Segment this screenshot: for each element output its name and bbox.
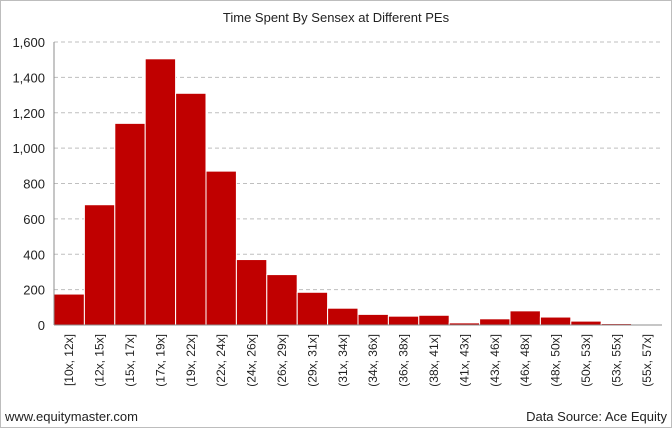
- bar: [235, 259, 268, 326]
- y-tick-label: 800: [23, 177, 45, 192]
- y-tick-label: 1,200: [12, 106, 45, 121]
- bar: [327, 307, 359, 326]
- x-tick-label: (12x, 15x]: [93, 334, 107, 387]
- y-tick-labels: 0 200 400 600 800 1,000 1,200 1,400 1,600: [12, 35, 45, 333]
- x-tick-label: (43x, 46x]: [488, 334, 502, 387]
- x-tick-label: (55x, 57x]: [640, 334, 654, 387]
- y-tick-label: 600: [23, 212, 45, 227]
- chart-title: Time Spent By Sensex at Different PEs: [223, 10, 450, 25]
- x-tick-label: (50x, 53x]: [579, 334, 593, 387]
- x-tick-label: (41x, 43x]: [457, 334, 471, 387]
- bar: [509, 310, 541, 326]
- bar: [114, 122, 146, 326]
- x-tick-label: (19x, 22x]: [184, 334, 198, 387]
- y-tick-label: 0: [38, 318, 45, 333]
- x-tick-label: (53x, 55x]: [609, 334, 623, 387]
- bar: [144, 58, 177, 326]
- x-tick-label: (22x, 24x]: [214, 334, 228, 387]
- y-tick-label: 1,600: [12, 35, 45, 50]
- y-tick-label: 1,400: [12, 70, 45, 85]
- x-tick-label: (31x, 34x]: [336, 334, 350, 387]
- bar: [296, 291, 329, 326]
- footer-data-source: Data Source: Ace Equity: [526, 409, 667, 424]
- x-tick-label: (38x, 41x]: [427, 334, 441, 387]
- axes: [53, 42, 662, 326]
- bar: [266, 274, 298, 326]
- x-tick-label: (29x, 31x]: [305, 334, 319, 387]
- x-tick-label: (48x, 50x]: [549, 334, 563, 387]
- bars: [53, 58, 663, 326]
- bar: [418, 314, 450, 326]
- bar: [387, 315, 420, 326]
- x-tick-label: (46x, 48x]: [518, 334, 532, 387]
- bar: [357, 313, 389, 326]
- x-tick-labels: [10x, 12x] (12x, 15x] (15x, 17x] (17x, 19x]…: [62, 334, 654, 387]
- bar: [83, 204, 116, 326]
- y-tick-label: 1,000: [12, 141, 45, 156]
- bar: [175, 92, 207, 326]
- x-tick-label: [10x, 12x]: [62, 334, 76, 386]
- bar: [479, 318, 511, 326]
- y-tick-label: 400: [23, 247, 45, 262]
- bar: [539, 316, 572, 326]
- x-tick-label: (26x, 29x]: [275, 334, 289, 387]
- bar: [205, 170, 237, 326]
- x-tick-label: (34x, 36x]: [366, 334, 380, 387]
- x-tick-label: (17x, 19x]: [153, 334, 167, 387]
- x-tick-label: (24x, 26x]: [245, 334, 259, 387]
- x-tick-label: (36x, 38x]: [397, 334, 411, 387]
- y-tick-label: 200: [23, 283, 45, 298]
- bar: [53, 293, 85, 326]
- x-tick-label: (15x, 17x]: [123, 334, 137, 387]
- footer-website: www.equitymaster.com: [4, 409, 138, 424]
- bar: [570, 320, 602, 326]
